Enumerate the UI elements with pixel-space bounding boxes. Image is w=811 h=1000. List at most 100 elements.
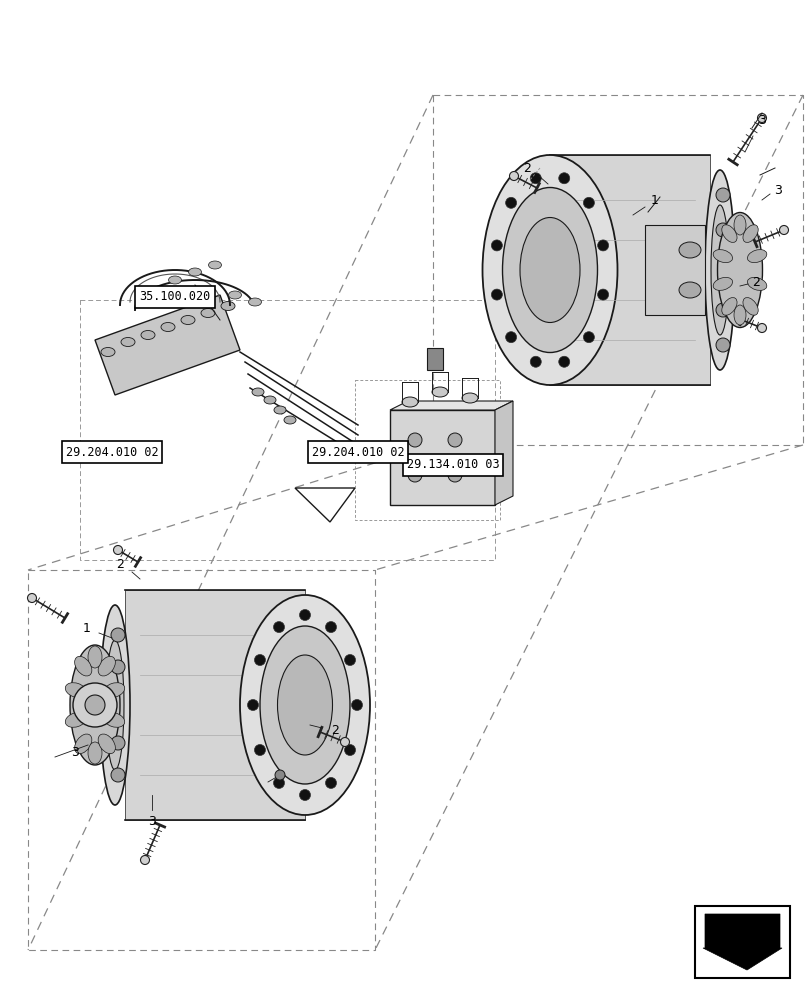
Circle shape xyxy=(508,172,518,181)
Ellipse shape xyxy=(678,242,700,258)
Ellipse shape xyxy=(678,282,700,298)
Ellipse shape xyxy=(75,734,92,754)
Text: 2: 2 xyxy=(116,558,124,572)
Text: 3: 3 xyxy=(71,745,79,758)
Circle shape xyxy=(114,546,122,554)
Circle shape xyxy=(530,173,541,184)
Circle shape xyxy=(299,609,310,620)
Polygon shape xyxy=(495,401,513,505)
Circle shape xyxy=(597,240,608,251)
Ellipse shape xyxy=(181,316,195,324)
Polygon shape xyxy=(389,401,513,410)
Ellipse shape xyxy=(75,656,92,676)
Ellipse shape xyxy=(161,322,175,332)
Polygon shape xyxy=(644,225,704,315)
Polygon shape xyxy=(389,410,495,505)
Circle shape xyxy=(344,654,355,666)
Circle shape xyxy=(582,332,594,343)
Ellipse shape xyxy=(188,268,201,276)
Circle shape xyxy=(340,737,349,746)
Text: 1: 1 xyxy=(83,621,91,634)
Text: 2: 2 xyxy=(331,723,338,736)
Ellipse shape xyxy=(742,298,757,315)
Ellipse shape xyxy=(221,302,234,310)
Circle shape xyxy=(344,744,355,756)
Ellipse shape xyxy=(208,261,221,269)
Circle shape xyxy=(85,695,105,715)
Circle shape xyxy=(247,700,258,710)
Ellipse shape xyxy=(712,277,732,290)
Ellipse shape xyxy=(101,348,115,357)
Text: 29.204.010 02: 29.204.010 02 xyxy=(66,446,158,458)
Ellipse shape xyxy=(248,298,261,306)
Circle shape xyxy=(299,790,310,800)
Circle shape xyxy=(111,768,125,782)
Text: 2: 2 xyxy=(522,162,530,175)
Ellipse shape xyxy=(65,712,87,727)
Ellipse shape xyxy=(721,298,736,315)
Text: 29.134.010 03: 29.134.010 03 xyxy=(406,458,499,472)
Ellipse shape xyxy=(98,656,115,676)
Ellipse shape xyxy=(277,655,332,755)
Circle shape xyxy=(28,593,36,602)
Text: 3: 3 xyxy=(148,815,156,828)
Circle shape xyxy=(505,197,516,208)
Ellipse shape xyxy=(103,712,125,727)
Circle shape xyxy=(715,303,729,317)
Ellipse shape xyxy=(401,397,418,407)
Ellipse shape xyxy=(65,683,87,698)
Polygon shape xyxy=(702,914,781,970)
Ellipse shape xyxy=(251,388,264,396)
Text: 3: 3 xyxy=(757,114,765,127)
Circle shape xyxy=(558,356,569,367)
Circle shape xyxy=(715,188,729,202)
Ellipse shape xyxy=(746,277,766,290)
Circle shape xyxy=(111,660,125,674)
Circle shape xyxy=(407,433,422,447)
Circle shape xyxy=(491,240,502,251)
Circle shape xyxy=(530,356,541,367)
Ellipse shape xyxy=(260,626,350,784)
Circle shape xyxy=(325,622,336,633)
Circle shape xyxy=(111,628,125,642)
Ellipse shape xyxy=(106,640,124,770)
Ellipse shape xyxy=(100,605,130,805)
Ellipse shape xyxy=(70,645,120,765)
Ellipse shape xyxy=(273,406,285,414)
Ellipse shape xyxy=(710,205,728,335)
Polygon shape xyxy=(125,590,305,820)
Circle shape xyxy=(351,700,362,710)
Circle shape xyxy=(558,173,569,184)
Ellipse shape xyxy=(712,250,732,263)
Text: 2: 2 xyxy=(751,275,759,288)
Ellipse shape xyxy=(228,291,241,299)
Circle shape xyxy=(111,736,125,750)
Ellipse shape xyxy=(746,250,766,263)
Ellipse shape xyxy=(461,393,478,403)
Circle shape xyxy=(757,114,766,123)
Circle shape xyxy=(325,777,336,788)
Ellipse shape xyxy=(240,595,370,815)
Circle shape xyxy=(407,468,422,482)
Circle shape xyxy=(505,332,516,343)
Ellipse shape xyxy=(169,276,182,284)
Circle shape xyxy=(448,468,461,482)
Ellipse shape xyxy=(733,215,745,235)
Ellipse shape xyxy=(519,218,579,322)
Ellipse shape xyxy=(482,155,616,385)
Circle shape xyxy=(275,770,285,780)
Text: 3: 3 xyxy=(773,184,781,197)
Circle shape xyxy=(140,855,149,864)
Circle shape xyxy=(582,197,594,208)
Ellipse shape xyxy=(264,396,276,404)
Ellipse shape xyxy=(141,330,155,340)
Ellipse shape xyxy=(721,225,736,242)
Circle shape xyxy=(715,338,729,352)
Ellipse shape xyxy=(103,683,125,698)
Ellipse shape xyxy=(121,338,135,347)
Bar xyxy=(694,906,789,978)
Ellipse shape xyxy=(431,387,448,397)
Ellipse shape xyxy=(201,308,215,318)
Ellipse shape xyxy=(284,416,296,424)
Text: 1: 1 xyxy=(650,194,658,207)
